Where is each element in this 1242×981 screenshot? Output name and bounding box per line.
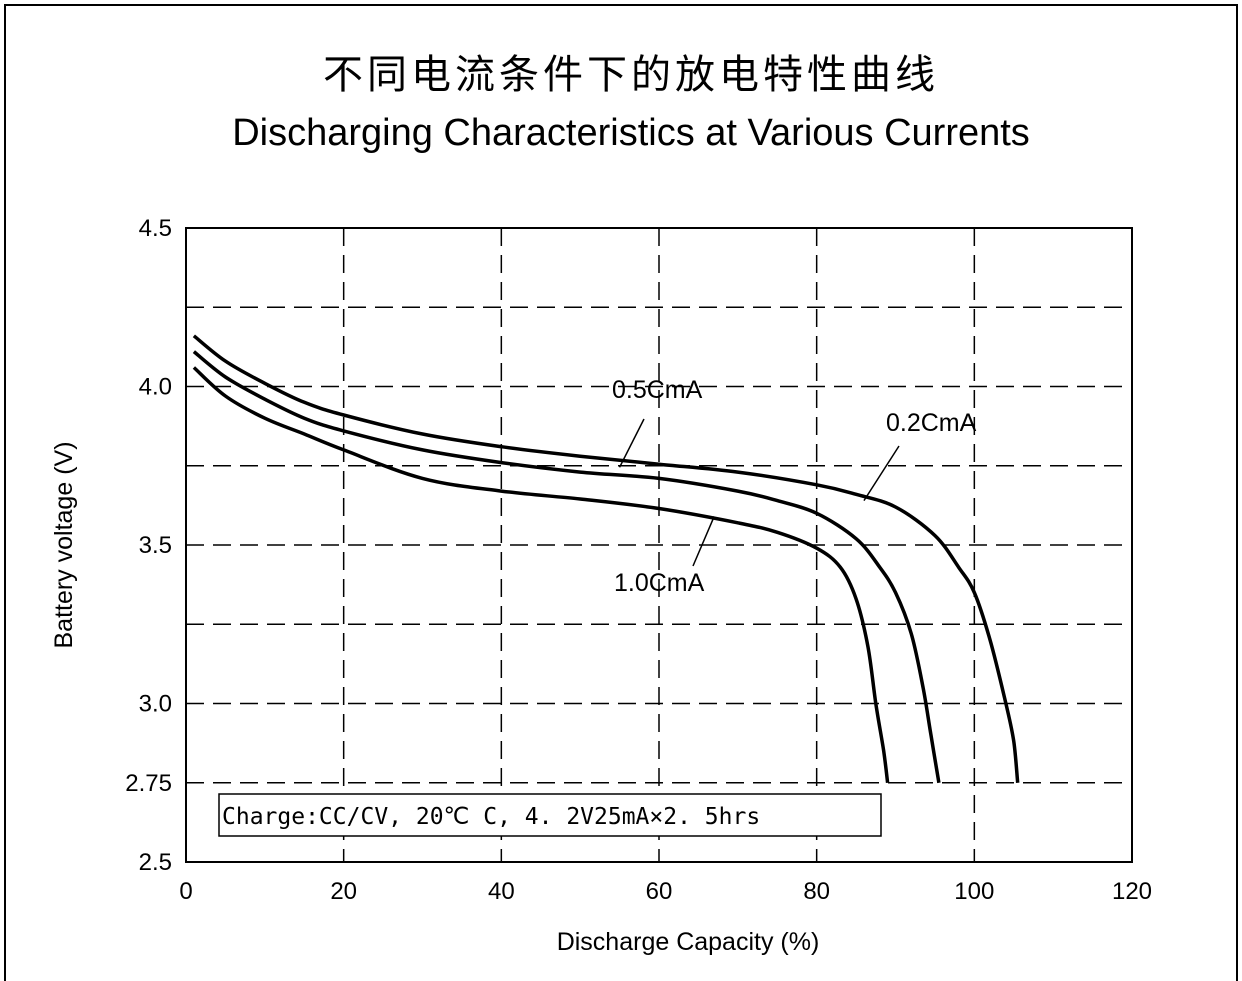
series-label-0-5cma: 0.5CmA xyxy=(612,376,703,404)
series-line-1-0cma xyxy=(192,366,890,783)
x-tick-label: 80 xyxy=(803,878,830,905)
pointer-line-0-5cma xyxy=(618,418,645,468)
charge-condition-box xyxy=(218,793,882,837)
pointer-line-1-0cma xyxy=(692,516,715,567)
x-tick-label: 40 xyxy=(488,878,515,905)
x-tick-label: 60 xyxy=(646,878,673,905)
charge-condition-note: Charge:CC/CV, 20℃ C, 4. 2V25mA×2. 5hrs xyxy=(222,804,760,830)
x-tick-label: 100 xyxy=(954,878,994,905)
x-tick-label: 120 xyxy=(1112,878,1152,905)
x-axis-label: Discharge Capacity (%) xyxy=(557,928,820,956)
plot-area-frame xyxy=(185,227,1133,863)
chart-title: 不同电流条件下的放电特性曲线 xyxy=(323,52,939,98)
pointer-line-0-2cma xyxy=(863,445,900,502)
y-axis-label: Battery voltage (V) xyxy=(50,441,78,648)
series-line-0-5cma xyxy=(192,350,941,784)
series-label-1-0cma: 1.0CmA xyxy=(614,569,705,597)
series-label-pointers xyxy=(618,418,900,567)
grid-lines xyxy=(186,228,1132,862)
series-label-0-2cma: 0.2CmA xyxy=(886,409,977,437)
x-tick-label: 0 xyxy=(179,878,192,905)
tick-labels: 0 20 40 60 80 100 120 2.5 2.75 3.0 3.5 4.0 4.5 xyxy=(125,215,1152,905)
x-tick-label: 20 xyxy=(330,878,357,905)
y-tick-label: 4.5 xyxy=(139,215,172,242)
y-tick-label: 3.0 xyxy=(139,691,172,718)
series-line-0-2cma xyxy=(192,334,1020,783)
y-tick-label: 2.5 xyxy=(139,849,172,876)
chart-subtitle: Discharging Characteristics at Various C… xyxy=(232,112,1030,154)
series-lines xyxy=(192,334,1020,784)
y-tick-label: 2.75 xyxy=(125,770,172,797)
y-tick-label: 3.5 xyxy=(139,532,172,559)
y-tick-label: 4.0 xyxy=(139,374,172,401)
figure-frame xyxy=(4,4,1238,981)
